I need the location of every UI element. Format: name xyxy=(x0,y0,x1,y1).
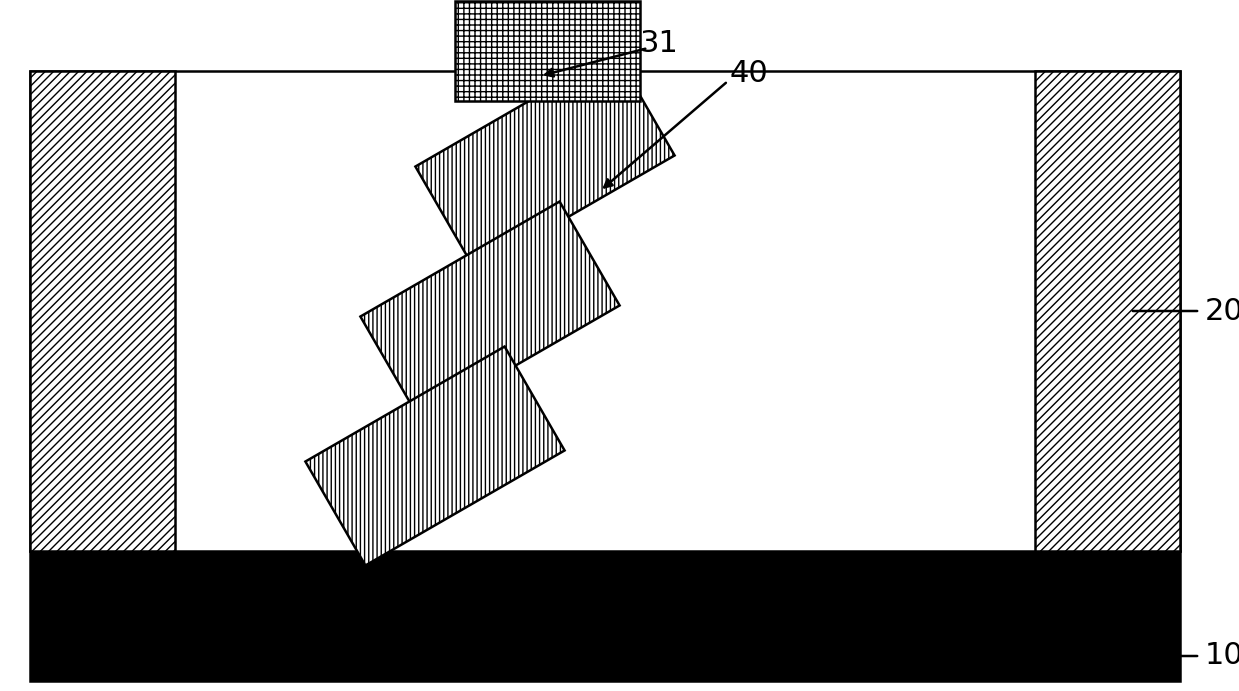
Text: 31: 31 xyxy=(641,28,679,57)
Bar xyxy=(455,1,641,101)
Bar xyxy=(30,71,175,551)
Text: 40: 40 xyxy=(730,59,768,88)
Polygon shape xyxy=(361,202,620,420)
Bar xyxy=(30,551,1180,681)
Text: 20: 20 xyxy=(1206,296,1239,325)
Polygon shape xyxy=(415,52,674,270)
Polygon shape xyxy=(305,347,565,565)
Bar xyxy=(1035,71,1180,551)
Text: 10: 10 xyxy=(1206,641,1239,670)
Bar xyxy=(30,71,1180,551)
